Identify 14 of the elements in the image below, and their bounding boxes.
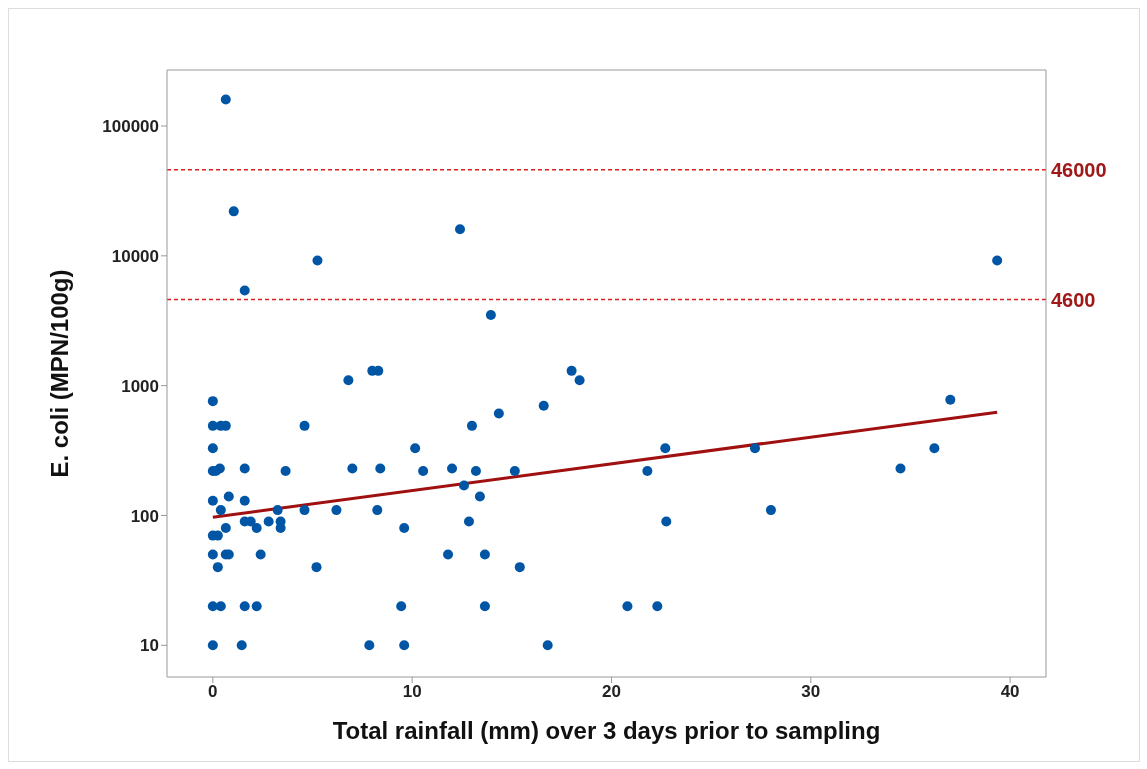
ref-line-label: 46000: [1051, 158, 1107, 181]
y-tick-label: 100000: [102, 117, 159, 137]
y-axis-title: E. coli (MPN/100g): [45, 269, 73, 478]
y-tick-label: 10: [140, 636, 159, 656]
ref-line-label: 4600: [1051, 288, 1096, 311]
y-tick-label: 1000: [121, 376, 159, 396]
x-tick-label: 20: [602, 682, 621, 702]
y-tick-label: 10000: [111, 246, 159, 266]
x-tick-label: 30: [801, 682, 821, 702]
x-tick-label: 10: [402, 682, 422, 702]
x-tick-label: 0: [208, 682, 218, 702]
y-tick-label: 100: [130, 506, 159, 526]
x-tick-label: 40: [1000, 682, 1020, 702]
x-axis-title: Total rainfall (mm) over 3 days prior to sampling: [332, 717, 881, 744]
